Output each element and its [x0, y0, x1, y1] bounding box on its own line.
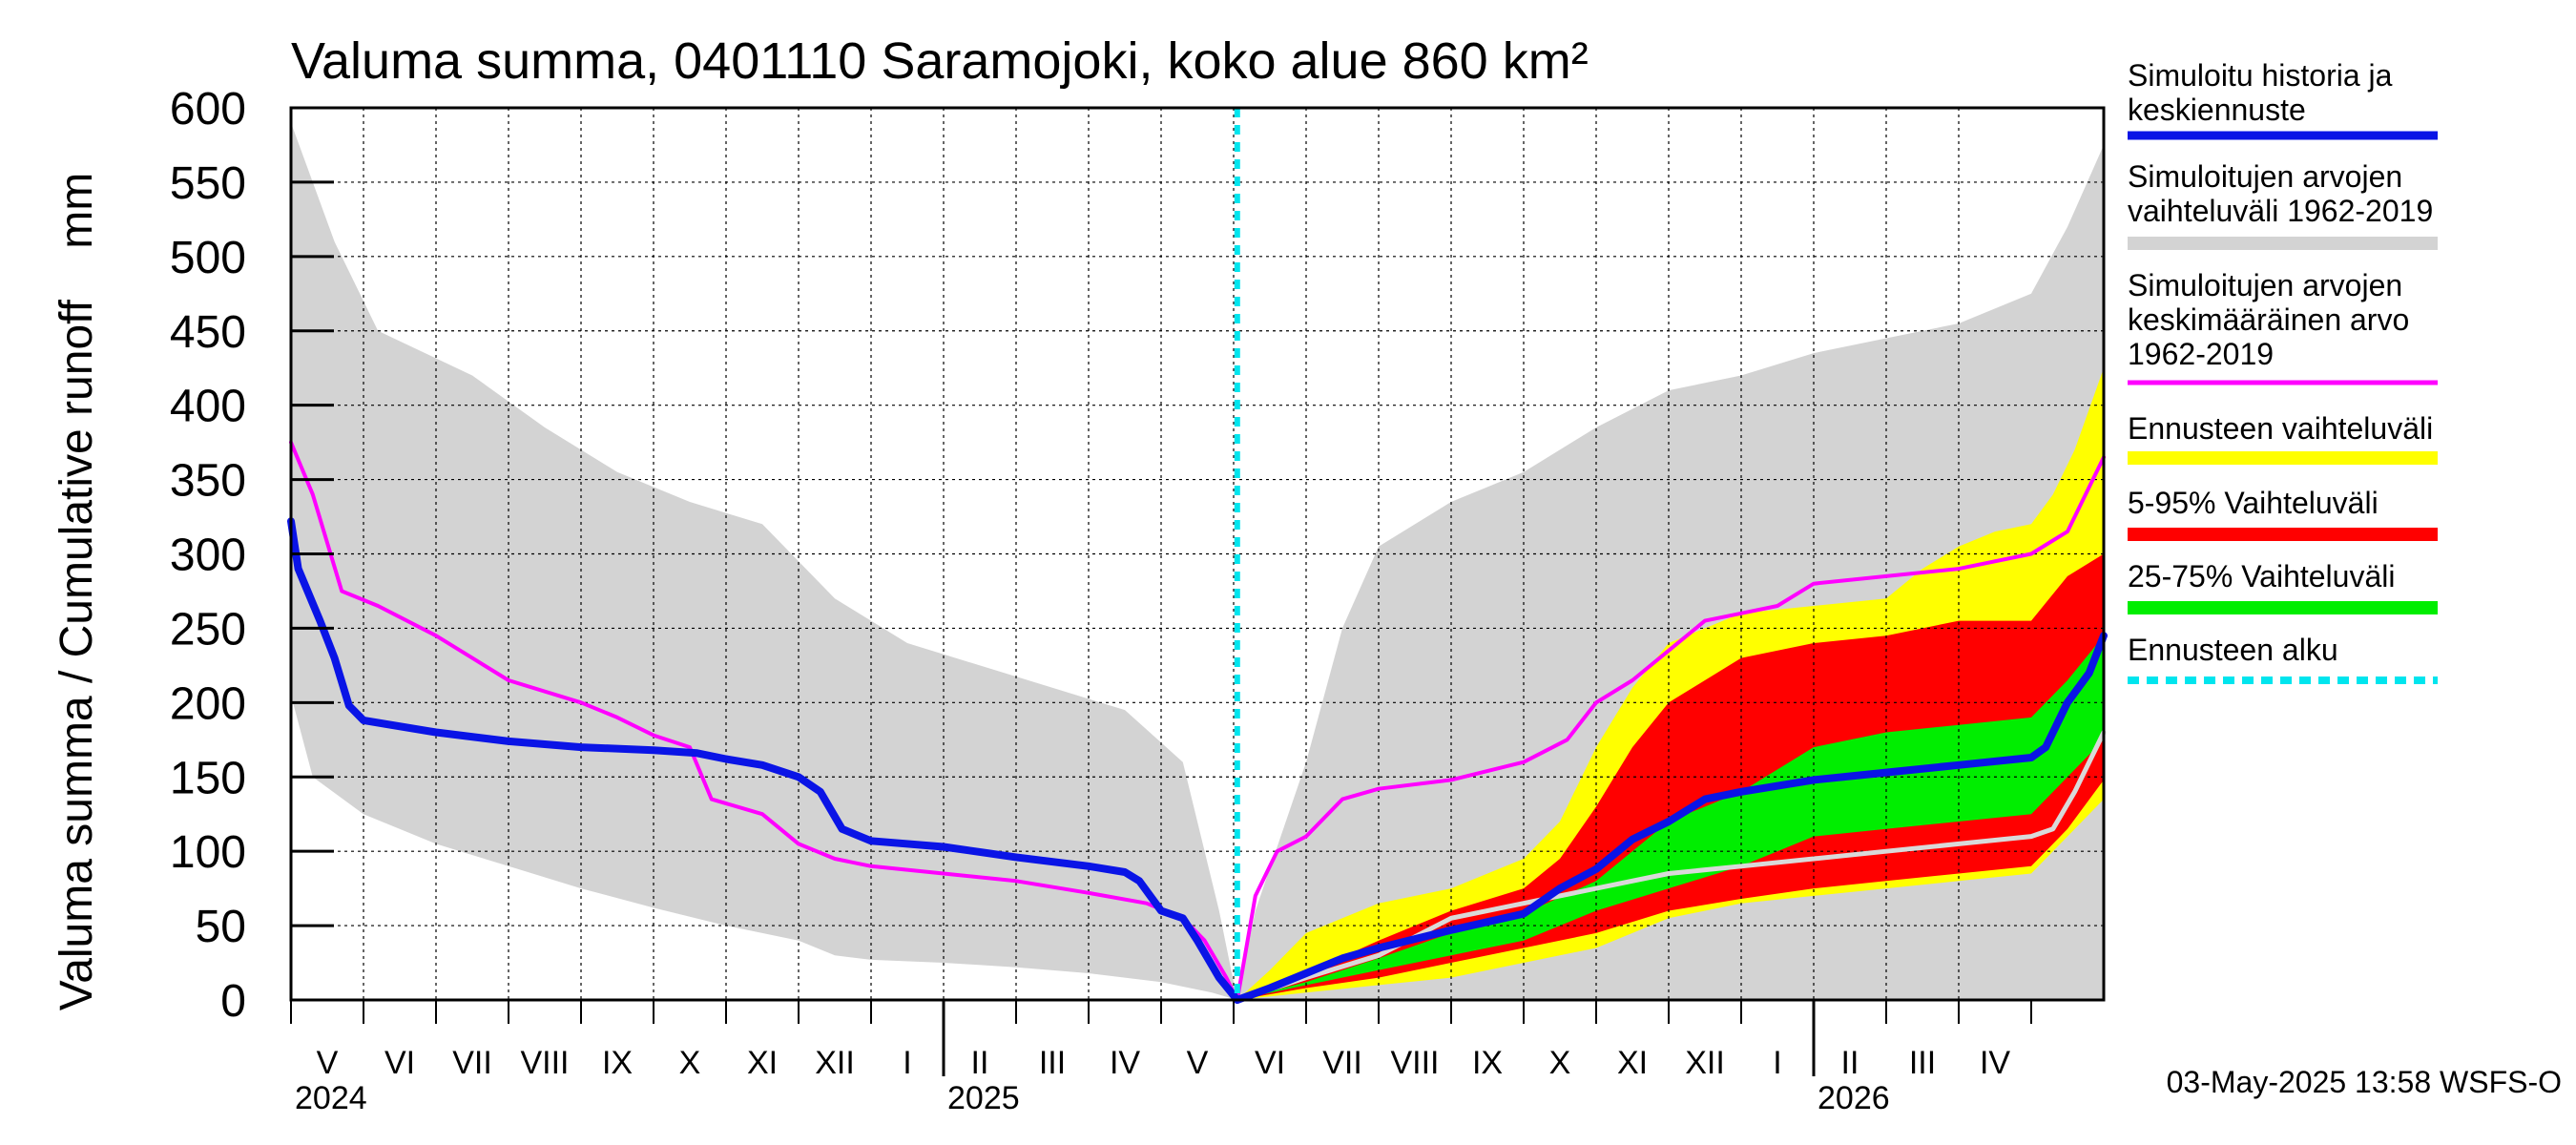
x-year-label: 2026: [1818, 1080, 1890, 1116]
y-tick-label: 200: [170, 678, 246, 729]
x-month-label: III: [1909, 1045, 1936, 1081]
x-month-label: IV: [1110, 1045, 1140, 1081]
x-month-label: VIII: [520, 1045, 569, 1081]
legend-label: 25-75% Vaihteluväli: [2128, 559, 2395, 593]
legend-label: Ennusteen vaihteluväli: [2128, 411, 2433, 446]
y-tick-label: 250: [170, 604, 246, 655]
x-month-label: XII: [1685, 1045, 1725, 1081]
y-tick-label: 50: [196, 902, 246, 952]
x-month-label: XI: [747, 1045, 778, 1081]
x-month-label: I: [1773, 1045, 1781, 1081]
y-tick-label: 550: [170, 158, 246, 209]
y-tick-label: 450: [170, 307, 246, 358]
x-month-label: VI: [384, 1045, 415, 1081]
line-layer: [287, 108, 2108, 1004]
x-year-label: 2025: [947, 1080, 1020, 1116]
legend-label: Ennusteen alku: [2128, 633, 2338, 667]
legend-label: vaihteluväli 1962-2019: [2128, 194, 2433, 228]
legend-label: keskiennuste: [2128, 93, 2306, 127]
x-month-label: XII: [815, 1045, 855, 1081]
x-month-label: IX: [602, 1045, 633, 1081]
x-month-label: VII: [1322, 1045, 1362, 1081]
x-month-label: VIII: [1390, 1045, 1439, 1081]
x-month-label: V: [317, 1045, 339, 1081]
simulated-history-line: [287, 517, 1241, 1004]
y-tick-label: 100: [170, 827, 246, 878]
x-month-label: XI: [1617, 1045, 1648, 1081]
x-month-label: VII: [452, 1045, 492, 1081]
y-tick-label: 350: [170, 456, 246, 507]
x-month-label: IV: [1980, 1045, 2010, 1081]
y-tick-label: 600: [170, 84, 246, 135]
legend-label: 1962-2019: [2128, 337, 2274, 371]
x-month-label: II: [1841, 1045, 1859, 1081]
x-month-label: II: [971, 1045, 989, 1081]
x-month-label: I: [903, 1045, 911, 1081]
legend-label: keskimääräinen arvo: [2128, 302, 2409, 337]
x-month-label: III: [1039, 1045, 1066, 1081]
forecast-5-95-band: [1236, 553, 2104, 1000]
median-forecast-line: [1233, 632, 2108, 1004]
y-tick-label: 300: [170, 531, 246, 581]
x-year-label: 2024: [295, 1080, 367, 1116]
x-month-label: X: [679, 1045, 701, 1081]
axes-layer: 0 50 100 150 200 250 300 350 400 450 500 550 600 2024…: [170, 84, 2106, 1116]
timestamp-label: 03-May-2025 13:58 WSFS-O: [2167, 1065, 2562, 1099]
forecast-25-75-band: [1236, 635, 2104, 1000]
chart-title: Valuma summa, 0401110 Saramojoki, koko a…: [291, 32, 1589, 90]
historical-mean-line: [289, 440, 2106, 1002]
y-axis-label: Valuma summa / Cumulative runoff mm: [52, 173, 102, 1011]
legend-label: 5-95% Vaihteluväli: [2128, 486, 2379, 520]
legend-label: Simuloitujen arvojen: [2128, 159, 2402, 194]
x-month-label: VI: [1255, 1045, 1285, 1081]
x-month-label: IX: [1472, 1045, 1503, 1081]
y-tick-label: 400: [170, 382, 246, 432]
legend-label: Simuloitujen arvojen: [2128, 268, 2402, 302]
x-month-label: V: [1187, 1045, 1209, 1081]
y-tick-label: 150: [170, 753, 246, 803]
band-layer: [291, 122, 2104, 1001]
grid-layer: [291, 108, 2104, 1000]
y-tick-label: 500: [170, 233, 246, 283]
legend-label: Simuloitu historia ja: [2128, 58, 2393, 93]
y-tick-label: 0: [220, 976, 246, 1027]
x-month-label: X: [1549, 1045, 1571, 1081]
